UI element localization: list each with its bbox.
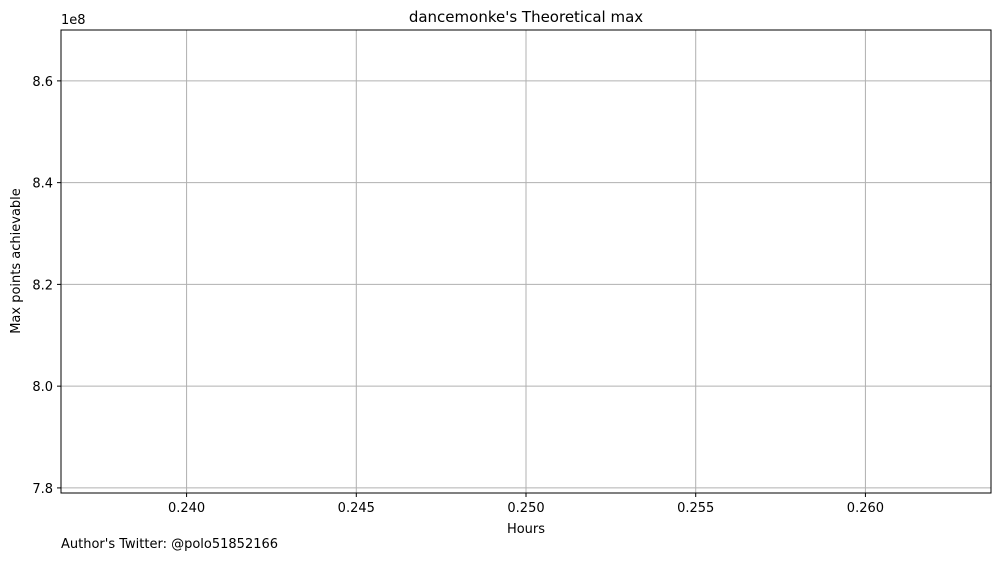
x-axis-label: Hours bbox=[507, 522, 545, 537]
chart-title: dancemonke's Theoretical max bbox=[409, 8, 643, 26]
plot-frame bbox=[60, 29, 992, 494]
x-tick-label: 0.240 bbox=[168, 501, 205, 516]
y-tick-label: 8.4 bbox=[32, 177, 53, 192]
x-tick-label: 0.255 bbox=[677, 501, 714, 516]
x-tick-label: 0.245 bbox=[338, 501, 375, 516]
y-tick-label: 7.8 bbox=[32, 482, 53, 497]
grid-lines bbox=[61, 30, 991, 493]
y-tick-label: 8.0 bbox=[32, 380, 53, 395]
y-offset-text: 1e8 bbox=[61, 13, 86, 28]
axis-ticks: 0.240 0.245 0.250 0.255 0.260 7.8 8.0 8.2 8.4 8.6 bbox=[32, 75, 884, 516]
author-credit: Author's Twitter: @polo51852166 bbox=[61, 537, 279, 552]
y-tick-label: 8.6 bbox=[32, 75, 53, 90]
y-tick-label: 8.2 bbox=[32, 278, 53, 293]
x-tick-label: 0.260 bbox=[847, 501, 884, 516]
y-axis-label: Max points achievable bbox=[9, 188, 24, 334]
x-tick-label: 0.250 bbox=[507, 501, 544, 516]
